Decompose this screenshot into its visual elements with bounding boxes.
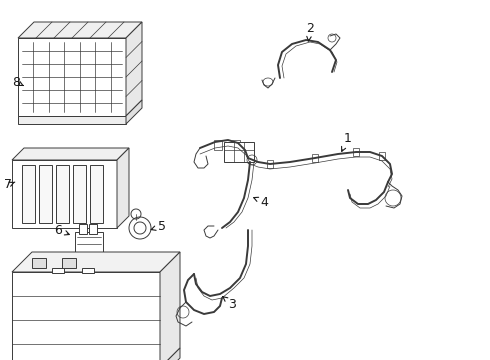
Bar xyxy=(267,160,273,168)
Bar xyxy=(214,140,222,150)
Polygon shape xyxy=(12,252,180,272)
Bar xyxy=(79,224,87,234)
Polygon shape xyxy=(126,100,142,124)
Bar xyxy=(22,165,35,223)
Bar xyxy=(39,165,52,223)
Bar xyxy=(379,152,385,160)
Text: 7: 7 xyxy=(4,179,15,192)
Polygon shape xyxy=(160,252,180,360)
Bar xyxy=(312,154,318,162)
Text: 3: 3 xyxy=(223,297,236,310)
Bar xyxy=(12,160,117,228)
Bar xyxy=(224,142,254,162)
Bar xyxy=(89,224,97,234)
Bar xyxy=(32,258,46,268)
Text: 8: 8 xyxy=(12,76,23,89)
Polygon shape xyxy=(160,348,180,360)
Bar xyxy=(12,272,160,360)
Text: 2: 2 xyxy=(306,22,314,41)
Bar xyxy=(90,165,103,223)
Bar xyxy=(52,268,64,273)
Bar xyxy=(82,268,94,273)
Text: 5: 5 xyxy=(151,220,166,233)
Bar xyxy=(75,232,103,252)
Polygon shape xyxy=(18,22,142,38)
Text: 6: 6 xyxy=(54,224,69,237)
Text: 4: 4 xyxy=(254,195,268,208)
Polygon shape xyxy=(126,22,142,116)
Polygon shape xyxy=(12,148,129,160)
Bar xyxy=(73,165,86,223)
Polygon shape xyxy=(117,148,129,228)
Bar xyxy=(56,165,69,223)
Bar xyxy=(232,140,240,150)
Text: 1: 1 xyxy=(342,131,352,151)
Bar xyxy=(353,148,359,156)
Bar xyxy=(62,258,76,268)
Bar xyxy=(18,38,126,116)
Bar xyxy=(18,116,126,124)
